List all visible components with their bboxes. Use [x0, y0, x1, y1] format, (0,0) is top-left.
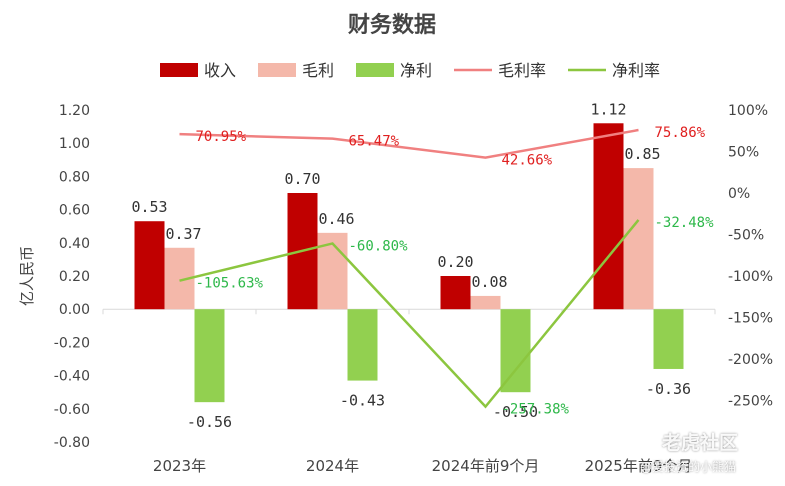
x-axis: 2023年 2024年 2024年前9个月 2025年前9个月: [153, 457, 692, 475]
lines: [179, 128, 640, 409]
line-value-label: -60.80%: [349, 238, 409, 254]
line-value-label: 42.66%: [502, 153, 553, 169]
bar-value-label: 0.08: [471, 273, 507, 291]
y2-tick-label: -250%: [728, 394, 773, 410]
bar-收入: [593, 123, 624, 310]
bar-value-label: 1.12: [590, 100, 626, 118]
line-value-label: 75.86%: [655, 125, 706, 141]
y2-tick-label: -150%: [728, 311, 773, 327]
bar-value-label: -0.50: [493, 403, 538, 421]
y-tick-label: 1.00: [59, 136, 90, 152]
bar-value-label: 0.37: [165, 225, 201, 243]
watermark: 老虎社区 @爱投资的小熊猫: [640, 428, 780, 480]
bar-value-label: -0.56: [187, 413, 232, 431]
x-tick-label: 2025年前9个月: [585, 457, 693, 475]
legend-label: 净利率: [612, 61, 660, 80]
bars: [134, 123, 684, 403]
legend-label: 净利: [400, 61, 432, 80]
y2-tick-label: -100%: [728, 269, 773, 285]
bar-净利: [347, 309, 378, 381]
y2-tick-label: 100%: [728, 103, 768, 119]
legend-label: 收入: [204, 61, 236, 80]
chart-title: 财务数据: [348, 12, 436, 38]
y2-tick-label: 50%: [728, 145, 759, 161]
y-axis-right: 100% 50% 0% -50% -100% -150% -200% -250%: [728, 103, 773, 410]
bar-净利: [653, 309, 684, 369]
line-毛利率: [179, 128, 639, 159]
y-tick-label: 0.20: [59, 269, 90, 285]
y-tick-label: 0.00: [59, 302, 90, 318]
y2-tick-label: -50%: [728, 228, 764, 244]
y-tick-label: -0.80: [54, 435, 90, 451]
line-value-label: 70.95%: [196, 129, 247, 145]
bar-value-label: -0.36: [646, 380, 691, 398]
y2-tick-label: -200%: [728, 352, 773, 368]
legend-label: 毛利率: [498, 61, 546, 80]
watermark-user: @爱投资的小熊猫: [640, 460, 737, 474]
y-tick-label: 1.20: [59, 103, 90, 119]
legend-swatch: [160, 63, 198, 77]
line-value-label: -32.48%: [655, 215, 715, 231]
y-tick-label: 0.60: [59, 203, 90, 219]
y-tick-label: 0.40: [59, 236, 90, 252]
legend: 收入 毛利 净利 毛利率 净利率: [160, 61, 660, 80]
y2-tick-label: 0%: [728, 186, 750, 202]
bar-value-label: 0.46: [318, 210, 354, 228]
bar-毛利: [470, 295, 501, 310]
y-axis-left: 1.20 1.00 0.80 0.60 0.40 0.20 0.00 -0.20 -0.40 -0…: [54, 103, 90, 451]
bar-收入: [440, 276, 471, 310]
y-tick-label: -0.20: [54, 335, 90, 351]
bar-value-label: 0.70: [284, 170, 320, 188]
bar-value-label: 0.85: [624, 145, 660, 163]
paw-logo-icon: [640, 431, 658, 449]
bar-value-label: -0.43: [340, 392, 385, 410]
watermark-brand: 老虎社区: [662, 432, 739, 454]
x-tick-label: 2024年前9个月: [432, 457, 540, 475]
y-tick-label: -0.40: [54, 369, 90, 385]
line-value-label: 65.47%: [349, 134, 400, 150]
y-tick-label: 0.80: [59, 169, 90, 185]
x-tick-label: 2023年: [153, 457, 206, 475]
line-净利率: [179, 219, 640, 409]
legend-swatch: [356, 63, 394, 77]
bar-净利: [194, 309, 225, 403]
bar-value-label: 0.53: [131, 198, 167, 216]
line-value-label: -257.38%: [502, 402, 570, 418]
bar-value-label: 0.20: [437, 253, 473, 271]
x-tick-label: 2024年: [306, 457, 359, 475]
legend-label: 毛利: [302, 61, 334, 80]
bar-净利: [500, 309, 531, 393]
y-tick-label: -0.60: [54, 402, 90, 418]
bar-收入: [134, 221, 165, 310]
data-labels: 0.53 0.70 0.20 1.12 0.37 0.46 0.08 0.85 -0.56 -0.…: [131, 100, 714, 431]
bar-毛利: [623, 168, 654, 310]
y-axis-label: 亿人民币: [18, 246, 36, 306]
legend-swatch: [258, 63, 296, 77]
line-value-label: -105.63%: [196, 276, 264, 292]
